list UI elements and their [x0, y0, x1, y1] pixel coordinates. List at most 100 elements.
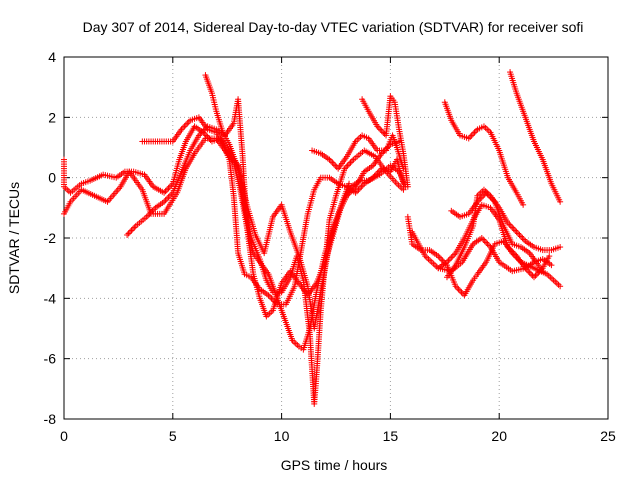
data-point: [129, 225, 136, 232]
series-13: [448, 189, 546, 275]
data-point: [531, 274, 538, 281]
data-point: [207, 136, 214, 143]
data-point: [347, 159, 354, 166]
x-tick-label: 15: [383, 428, 399, 444]
data-point: [455, 286, 462, 293]
data-point: [131, 224, 138, 231]
data-point: [448, 254, 455, 261]
data-point: [184, 120, 191, 127]
y-tick-label: -2: [44, 230, 57, 246]
data-point: [380, 149, 387, 156]
x-axis-label: GPS time / hours: [281, 457, 388, 473]
series-8: [404, 213, 564, 299]
x-tick-label: 5: [169, 428, 177, 444]
chart-title: Day 307 of 2014, Sidereal Day-to-day VTE…: [83, 19, 584, 35]
data-point: [332, 162, 339, 169]
data-point: [125, 230, 132, 237]
x-tick-label: 10: [274, 428, 290, 444]
data-point: [480, 236, 487, 243]
data-point: [329, 159, 336, 166]
series-6: [309, 132, 407, 172]
data-point: [512, 251, 519, 258]
data-point: [446, 256, 453, 263]
data-point: [539, 268, 546, 275]
data-point: [377, 126, 384, 133]
data-point: [557, 198, 564, 205]
data-point: [162, 188, 169, 195]
data-point: [449, 253, 456, 260]
y-tick-label: -4: [44, 290, 57, 306]
data-point: [509, 224, 516, 231]
data-point: [127, 228, 134, 235]
data-point: [354, 188, 361, 195]
data-point: [404, 183, 411, 190]
data-point: [380, 129, 387, 136]
data-point: [532, 272, 539, 279]
series-14: [507, 69, 564, 205]
data-point: [182, 121, 189, 128]
x-tick-label: 25: [600, 428, 616, 444]
data-point: [467, 133, 474, 140]
data-point: [445, 257, 452, 264]
data-point: [266, 293, 273, 300]
data-point: [507, 222, 514, 229]
grid-lines: [64, 57, 608, 419]
data-point: [515, 230, 522, 237]
data-point: [458, 289, 465, 296]
series-9: [409, 228, 553, 281]
data-point: [165, 185, 172, 192]
y-axis-label: SDTVAR / TECUs: [6, 182, 22, 294]
data-point: [477, 195, 484, 202]
data-point: [165, 194, 172, 201]
data-point: [330, 161, 337, 168]
data-point: [519, 235, 526, 241]
series-5: [124, 96, 353, 320]
data-point: [400, 186, 407, 193]
data-point: [128, 227, 135, 234]
series-7: [359, 93, 411, 190]
data-point: [346, 180, 353, 187]
data-point: [181, 123, 188, 130]
data-point: [356, 185, 363, 192]
data-point: [439, 257, 446, 264]
data-point: [520, 236, 527, 243]
data-point: [557, 244, 564, 251]
data-point: [162, 197, 169, 204]
data-markers: [61, 69, 564, 407]
x-tick-label: 0: [60, 428, 68, 444]
data-point: [124, 231, 131, 238]
data-point: [179, 124, 186, 131]
y-tick-label: 2: [48, 109, 56, 125]
series-12: [441, 99, 527, 208]
data-point: [471, 129, 478, 136]
data-point: [512, 227, 519, 234]
data-point: [526, 269, 533, 276]
data-point: [327, 158, 334, 165]
y-tick-label: -6: [44, 351, 57, 367]
data-point: [557, 283, 564, 290]
y-tick-label: 0: [48, 170, 56, 186]
data-point: [478, 194, 485, 201]
data-point: [517, 233, 524, 240]
data-point: [516, 231, 523, 238]
data-point: [510, 225, 517, 232]
data-point: [457, 287, 464, 294]
data-point: [513, 228, 520, 235]
data-point: [520, 201, 527, 208]
y-tick-label: 4: [48, 49, 56, 65]
axis-ticks: 0 5 10 15 20 25 -8 -6 -4 -2 0 2 4: [44, 49, 616, 444]
data-point: [470, 130, 477, 137]
data-point: [548, 262, 555, 269]
data-point: [348, 158, 355, 165]
data-point: [483, 239, 490, 246]
data-point: [484, 241, 491, 248]
y-tick-label: -8: [44, 411, 57, 427]
data-point: [438, 256, 445, 263]
x-tick-label: 20: [491, 428, 507, 444]
series-3: [139, 114, 403, 332]
data-point: [346, 161, 353, 168]
data-point: [344, 162, 351, 169]
data-point: [528, 271, 535, 278]
data-point: [546, 253, 553, 260]
